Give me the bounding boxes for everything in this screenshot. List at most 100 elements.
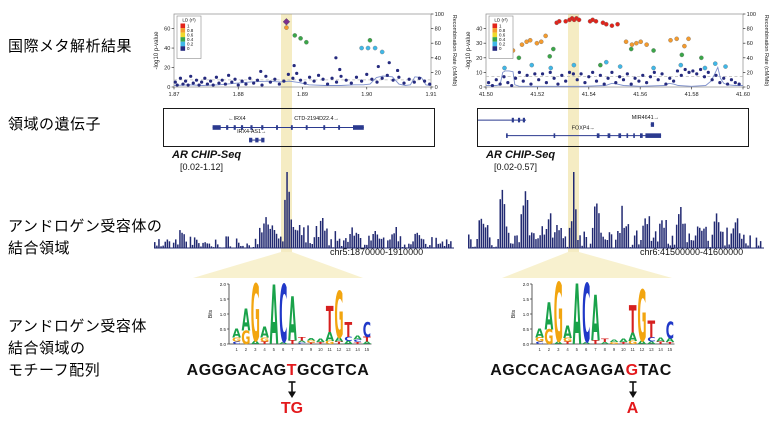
svg-text:A: A [297, 340, 307, 344]
y-axis-title: -log10 p-value [466, 31, 472, 70]
svg-text:80: 80 [435, 27, 441, 33]
genomic-coordinates-right: chr6:41500000-41600000 [640, 247, 744, 257]
svg-text:2: 2 [548, 347, 551, 352]
svg-text:T: T [261, 340, 269, 344]
svg-text:G: G [554, 266, 563, 361]
svg-text:T: T [601, 338, 609, 343]
row-label-region-genes: 領域の遺伝子 [8, 114, 101, 136]
motif-block-right: AGCCACAGAGAGTAC A [488, 362, 674, 422]
svg-text:LD (r²): LD (r²) [182, 18, 196, 23]
gene-model: MIR4641→ [632, 115, 659, 127]
motif-sequence-right: AGCCACAGAGAGTAC [488, 362, 674, 380]
svg-text:T: T [666, 341, 674, 345]
svg-text:C: C [582, 269, 590, 361]
svg-text:A: A [619, 338, 628, 343]
svg-text:G: G [307, 340, 317, 344]
svg-text:0.0: 0.0 [220, 342, 227, 347]
svg-text:0.4: 0.4 [187, 37, 194, 42]
svg-text:7: 7 [291, 347, 294, 352]
row-label-line: 結合領域 [8, 240, 71, 257]
highlight-band-left [281, 14, 292, 252]
y2-axis: 0 20 40 60 80 100 Recombination Rate (cM/Mb) [743, 12, 769, 91]
y-axis: 0 20 40 60 -log10 p-value [154, 27, 174, 91]
svg-text:0.2: 0.2 [187, 42, 194, 47]
svg-text:A: A [554, 341, 563, 345]
svg-text:3: 3 [254, 347, 257, 352]
svg-text:0.6: 0.6 [187, 32, 194, 37]
gene-label: CTD-2194D22.4→ [294, 116, 339, 122]
svg-text:0: 0 [435, 85, 438, 91]
sequence-letter: A [237, 362, 250, 379]
y2-axis-title: Recombination Rate (cM/Mb) [451, 15, 457, 87]
svg-text:1: 1 [499, 23, 502, 28]
gene-track-left: ←IRX4 CTD-2194D22.4→ IRX4-AS1→ [212, 116, 364, 143]
gene-model: ←IRX4 [212, 116, 364, 130]
chipseq-signal-right [468, 172, 764, 249]
row-label-line: 国際メタ解析結果 [8, 38, 133, 55]
svg-text:1.5: 1.5 [523, 297, 530, 302]
svg-text:0: 0 [747, 85, 750, 91]
svg-text:6: 6 [282, 347, 285, 352]
svg-text:T: T [592, 340, 600, 346]
logo-y-axis-title: Bits [511, 309, 517, 318]
svg-text:4: 4 [566, 347, 569, 352]
svg-text:0.2: 0.2 [499, 42, 506, 47]
svg-text:11: 11 [327, 347, 332, 352]
svg-text:13: 13 [649, 347, 654, 352]
plot-frame [173, 13, 432, 88]
svg-text:11: 11 [630, 347, 635, 352]
svg-text:40: 40 [747, 56, 753, 62]
svg-text:0.6: 0.6 [499, 32, 506, 37]
svg-text:G: G [241, 327, 250, 349]
svg-text:9: 9 [310, 347, 313, 352]
chipseq-title-right: AR CHIP-Seq [486, 149, 556, 161]
sequence-letter: A [588, 362, 601, 379]
svg-text:10: 10 [318, 347, 323, 352]
gene-label: ←IRX4 [228, 116, 245, 122]
chipseq-signal-left [154, 172, 454, 249]
svg-text:0: 0 [499, 46, 502, 51]
sequence-letter: A [261, 362, 274, 379]
svg-text:C: C [232, 341, 240, 345]
svg-text:A: A [335, 337, 344, 344]
svg-text:A: A [251, 340, 260, 345]
svg-text:A: A [545, 294, 554, 339]
x-axis: 41.50 41.52 41.54 41.56 41.58 41.60 [479, 87, 750, 98]
svg-text:T: T [620, 342, 628, 345]
svg-text:80: 80 [747, 27, 753, 33]
gene-model: FOXP4→ [506, 126, 662, 138]
svg-text:T: T [354, 342, 362, 345]
svg-text:3: 3 [557, 347, 560, 352]
lead-snp-diamond [282, 18, 291, 26]
sequence-letter: G [273, 362, 287, 379]
y-axis-title: -log10 p-value [154, 31, 160, 70]
svg-text:A: A [600, 342, 610, 345]
svg-text:T: T [564, 341, 572, 345]
svg-text:A: A [628, 330, 637, 344]
svg-text:T: T [344, 317, 352, 342]
zoom-funnel-right [502, 252, 672, 278]
svg-text:C: C [353, 339, 361, 343]
svg-text:G: G [610, 342, 620, 345]
svg-text:13: 13 [346, 347, 351, 352]
svg-text:LD (r²): LD (r²) [494, 18, 508, 23]
svg-text:T: T [647, 317, 655, 344]
svg-text:A: A [610, 339, 619, 343]
svg-text:0.5: 0.5 [523, 327, 530, 332]
gene-label: MIR4641→ [632, 115, 659, 121]
svg-text:12: 12 [337, 347, 342, 352]
svg-text:T: T [289, 340, 297, 346]
svg-text:40: 40 [476, 27, 482, 33]
y-axis: 0 10 20 30 40 -log10 p-value [466, 27, 486, 91]
svg-text:C: C [298, 342, 306, 344]
svg-text:0.5: 0.5 [220, 327, 227, 332]
chipseq-range-right: [0.02-0.57] [494, 162, 538, 172]
svg-text:100: 100 [747, 12, 756, 18]
svg-text:C: C [647, 337, 655, 344]
svg-text:T: T [307, 342, 315, 344]
svg-text:A: A [647, 341, 656, 345]
svg-text:0: 0 [479, 85, 482, 91]
svg-text:T: T [335, 341, 343, 345]
svg-text:A: A [270, 268, 279, 363]
svg-text:A: A [307, 337, 316, 341]
